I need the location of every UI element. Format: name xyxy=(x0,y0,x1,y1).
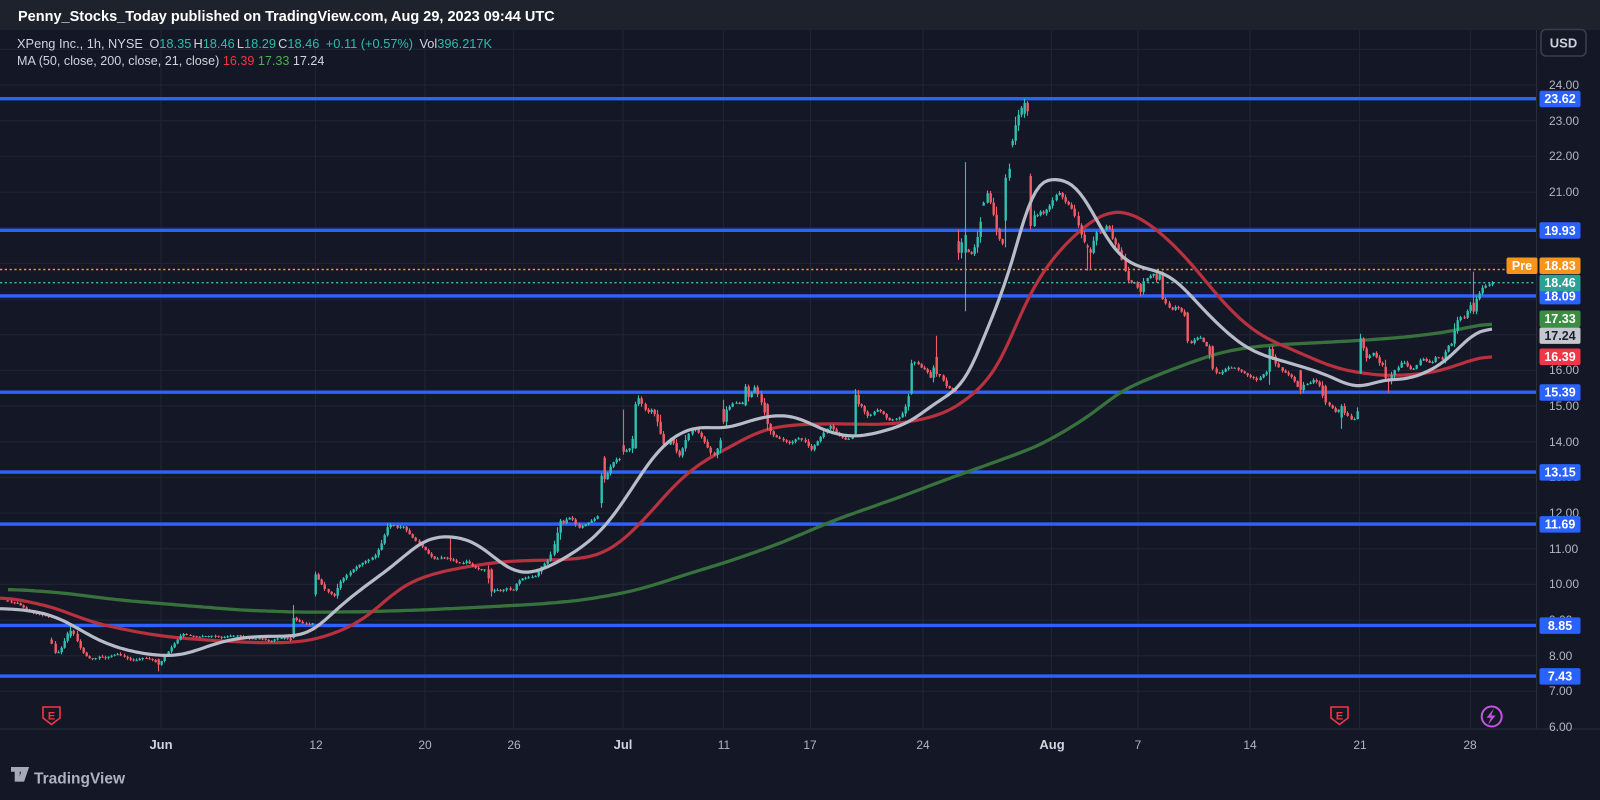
svg-text:23.00: 23.00 xyxy=(1549,114,1579,128)
svg-text:11: 11 xyxy=(718,738,731,752)
svg-text:Jun: Jun xyxy=(149,737,172,752)
svg-text:22.00: 22.00 xyxy=(1549,149,1579,163)
svg-text:Aug: Aug xyxy=(1039,737,1064,752)
svg-text:7.00: 7.00 xyxy=(1549,684,1573,698)
svg-text:E: E xyxy=(1336,711,1343,723)
svg-text:TradingView: TradingView xyxy=(34,771,126,788)
svg-text:8.85: 8.85 xyxy=(1548,619,1572,633)
svg-text:18.46: 18.46 xyxy=(1544,276,1575,290)
svg-text:Penny_Stocks_Today published o: Penny_Stocks_Today published on TradingV… xyxy=(18,9,555,25)
svg-text:21.00: 21.00 xyxy=(1549,185,1579,199)
svg-text:20: 20 xyxy=(418,738,432,752)
svg-text:10.00: 10.00 xyxy=(1549,577,1579,591)
svg-text:17.33: 17.33 xyxy=(1544,312,1575,326)
svg-text:USD: USD xyxy=(1550,36,1577,51)
svg-text:17: 17 xyxy=(803,738,817,752)
svg-text:16.00: 16.00 xyxy=(1549,363,1579,377)
svg-text:11.00: 11.00 xyxy=(1549,542,1578,556)
svg-text:Pre: Pre xyxy=(1512,259,1532,273)
svg-text:26: 26 xyxy=(507,738,521,752)
svg-text:24: 24 xyxy=(916,738,930,752)
svg-text:23.62: 23.62 xyxy=(1544,92,1575,106)
svg-text:8.00: 8.00 xyxy=(1549,649,1573,663)
svg-text:28: 28 xyxy=(1463,738,1477,752)
svg-text:7: 7 xyxy=(1135,738,1142,752)
svg-text:E: E xyxy=(48,711,55,723)
svg-text:11.69: 11.69 xyxy=(1545,518,1576,532)
svg-text:Jul: Jul xyxy=(614,737,633,752)
svg-text:7.43: 7.43 xyxy=(1548,670,1572,684)
svg-text:12: 12 xyxy=(309,738,323,752)
svg-text:19.93: 19.93 xyxy=(1544,224,1575,238)
svg-text:15.00: 15.00 xyxy=(1549,399,1579,413)
svg-text:24.00: 24.00 xyxy=(1549,78,1579,92)
svg-text:14: 14 xyxy=(1243,738,1257,752)
svg-text:18.09: 18.09 xyxy=(1544,289,1575,303)
svg-text:15.39: 15.39 xyxy=(1544,386,1575,400)
svg-text:21: 21 xyxy=(1353,738,1367,752)
svg-text:14.00: 14.00 xyxy=(1549,435,1579,449)
svg-text:6.00: 6.00 xyxy=(1549,720,1573,734)
svg-text:16.39: 16.39 xyxy=(1544,350,1575,364)
svg-text:18.83: 18.83 xyxy=(1544,259,1575,273)
svg-text:MA (50, close, 200, close, 21,: MA (50, close, 200, close, 21, close) 16… xyxy=(17,54,324,68)
svg-text:13.15: 13.15 xyxy=(1544,466,1575,480)
svg-text:XPeng Inc., 1h, NYSE O18.35 H1: XPeng Inc., 1h, NYSE O18.35 H18.46 L18.2… xyxy=(17,36,493,51)
svg-text:17.24: 17.24 xyxy=(1544,329,1575,343)
